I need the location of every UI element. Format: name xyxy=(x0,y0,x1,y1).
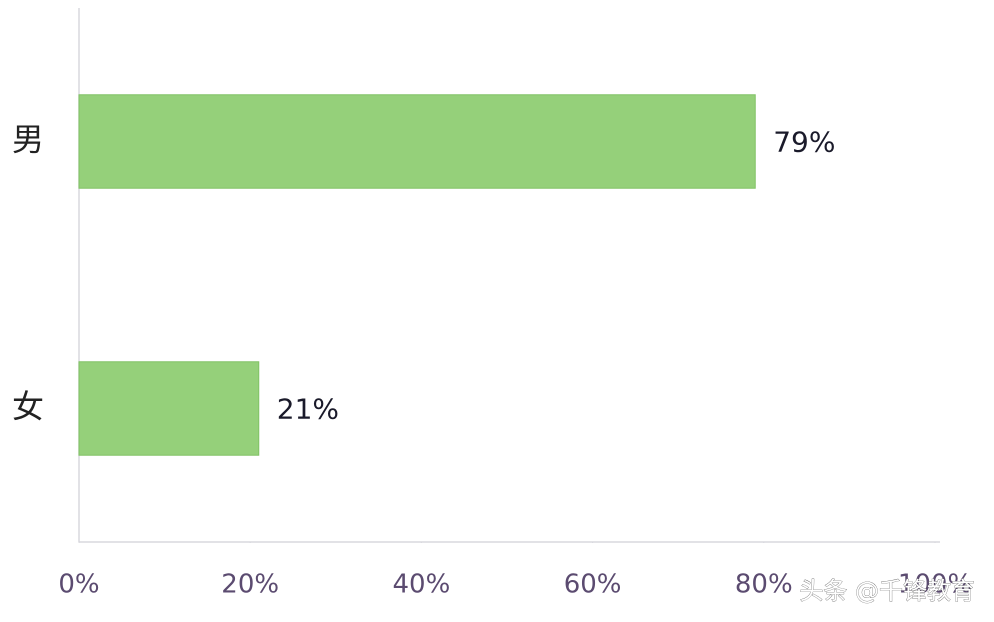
value-label: 21% xyxy=(277,393,339,426)
y-tick-label: 女 xyxy=(12,388,44,426)
x-tick-label: 100% xyxy=(898,570,972,600)
bar xyxy=(78,94,756,189)
x-tick-label: 60% xyxy=(564,570,622,600)
x-tick-label: 20% xyxy=(221,570,279,600)
x-tick-label: 0% xyxy=(58,570,99,600)
x-tick-label: 40% xyxy=(393,570,451,600)
value-label: 79% xyxy=(773,126,835,159)
bar xyxy=(78,361,260,456)
y-tick-label: 男 xyxy=(12,121,44,159)
x-tick-label: 80% xyxy=(735,570,793,600)
watermark: 头条 @千锋教育 xyxy=(799,577,975,605)
